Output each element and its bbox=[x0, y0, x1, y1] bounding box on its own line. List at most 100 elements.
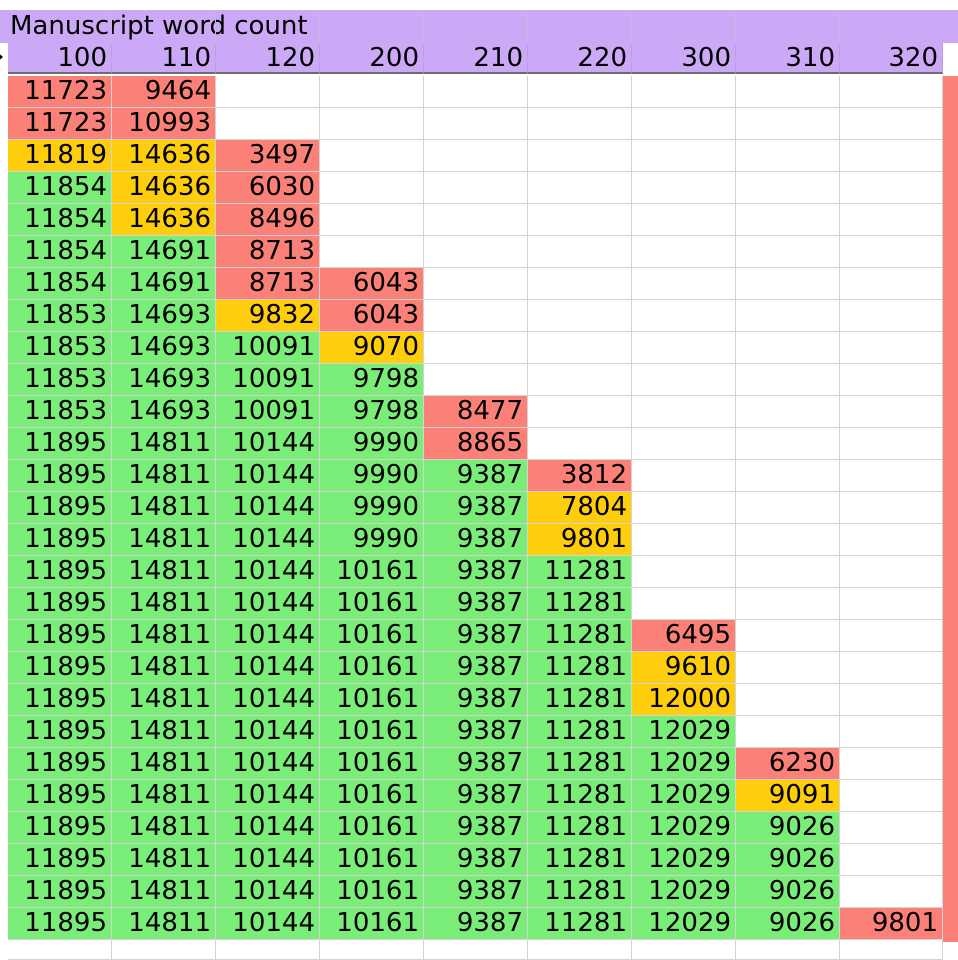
cell-value[interactable]: 14811 bbox=[112, 492, 216, 524]
cell-value[interactable]: 9387 bbox=[424, 588, 528, 620]
cell-value[interactable]: 10144 bbox=[216, 428, 320, 460]
cell-value[interactable]: 10161 bbox=[320, 620, 424, 652]
empty-cell[interactable] bbox=[736, 172, 840, 204]
cell-value[interactable]: 11895 bbox=[8, 908, 112, 940]
empty-cell[interactable] bbox=[632, 588, 736, 620]
empty-cell[interactable] bbox=[736, 460, 840, 492]
empty-cell[interactable] bbox=[840, 716, 943, 748]
empty-cell[interactable] bbox=[424, 76, 528, 108]
cell-value[interactable]: 11895 bbox=[8, 620, 112, 652]
empty-cell[interactable] bbox=[736, 396, 840, 428]
cell-value[interactable]: 10161 bbox=[320, 716, 424, 748]
empty-cell[interactable] bbox=[840, 780, 943, 812]
cell-value[interactable]: 11895 bbox=[8, 588, 112, 620]
empty-cell[interactable] bbox=[736, 620, 840, 652]
cell-value[interactable]: 10144 bbox=[216, 524, 320, 556]
cell-value[interactable]: 9990 bbox=[320, 460, 424, 492]
title-row[interactable] bbox=[0, 10, 958, 43]
empty-cell[interactable] bbox=[840, 108, 943, 140]
cell-value[interactable]: 10161 bbox=[320, 684, 424, 716]
cell-value[interactable]: 14693 bbox=[112, 332, 216, 364]
empty-cell[interactable] bbox=[840, 140, 943, 172]
column-header-120[interactable]: 120 bbox=[216, 43, 320, 74]
empty-cell[interactable] bbox=[528, 428, 632, 460]
cell-value[interactable]: 10161 bbox=[320, 844, 424, 876]
cell-value[interactable]: 11895 bbox=[8, 780, 112, 812]
cell-value[interactable]: 9026 bbox=[736, 812, 840, 844]
cell-value[interactable]: 14693 bbox=[112, 364, 216, 396]
empty-cell[interactable] bbox=[424, 108, 528, 140]
cell-value[interactable]: 10144 bbox=[216, 908, 320, 940]
cell-value[interactable]: 12029 bbox=[632, 812, 736, 844]
empty-cell[interactable] bbox=[424, 172, 528, 204]
empty-cell[interactable] bbox=[632, 492, 736, 524]
empty-cell[interactable] bbox=[840, 556, 943, 588]
empty-cell[interactable] bbox=[528, 140, 632, 172]
empty-cell[interactable] bbox=[840, 524, 943, 556]
empty-cell[interactable] bbox=[424, 940, 528, 960]
cell-value[interactable]: 14811 bbox=[112, 876, 216, 908]
empty-cell[interactable] bbox=[840, 428, 943, 460]
empty-cell[interactable] bbox=[736, 76, 840, 108]
empty-cell[interactable] bbox=[840, 492, 943, 524]
cell-value[interactable]: 10161 bbox=[320, 908, 424, 940]
cell-value[interactable]: 9610 bbox=[632, 652, 736, 684]
cell-value[interactable]: 9387 bbox=[424, 684, 528, 716]
cell-value[interactable]: 11281 bbox=[528, 716, 632, 748]
column-header-220[interactable]: 220 bbox=[528, 43, 632, 74]
cell-value[interactable]: 11281 bbox=[528, 780, 632, 812]
cell-value[interactable]: 12029 bbox=[632, 876, 736, 908]
empty-cell[interactable] bbox=[840, 204, 943, 236]
empty-cell[interactable] bbox=[736, 108, 840, 140]
cell-value[interactable]: 14636 bbox=[112, 204, 216, 236]
cell-value[interactable]: 11895 bbox=[8, 812, 112, 844]
cell-value[interactable]: 9387 bbox=[424, 876, 528, 908]
column-header-320[interactable]: 320 bbox=[840, 43, 943, 74]
empty-cell[interactable] bbox=[840, 268, 943, 300]
cell-value[interactable]: 9990 bbox=[320, 492, 424, 524]
cell-value[interactable]: 9990 bbox=[320, 428, 424, 460]
cell-value[interactable]: 10091 bbox=[216, 332, 320, 364]
empty-cell[interactable] bbox=[528, 940, 632, 960]
empty-cell[interactable] bbox=[632, 204, 736, 236]
cell-value[interactable]: 14811 bbox=[112, 556, 216, 588]
cell-value[interactable]: 11281 bbox=[528, 652, 632, 684]
cell-value[interactable]: 9798 bbox=[320, 396, 424, 428]
empty-cell[interactable] bbox=[736, 140, 840, 172]
cell-value[interactable]: 8496 bbox=[216, 204, 320, 236]
empty-cell[interactable] bbox=[424, 332, 528, 364]
cell-value[interactable]: 9990 bbox=[320, 524, 424, 556]
empty-cell[interactable] bbox=[424, 140, 528, 172]
empty-cell[interactable] bbox=[632, 76, 736, 108]
cell-value[interactable]: 9091 bbox=[736, 780, 840, 812]
cell-value[interactable]: 14811 bbox=[112, 652, 216, 684]
empty-cell[interactable] bbox=[840, 236, 943, 268]
empty-cell[interactable] bbox=[216, 108, 320, 140]
cell-value[interactable]: 11281 bbox=[528, 620, 632, 652]
empty-cell[interactable] bbox=[840, 652, 943, 684]
column-header-110[interactable]: 110 bbox=[112, 43, 216, 74]
empty-cell[interactable] bbox=[840, 684, 943, 716]
cell-value[interactable]: 14811 bbox=[112, 588, 216, 620]
cell-value[interactable]: 9832 bbox=[216, 300, 320, 332]
column-header-100[interactable]: 100 bbox=[8, 43, 112, 74]
cell-value[interactable]: 10144 bbox=[216, 812, 320, 844]
cell-value[interactable]: 9387 bbox=[424, 748, 528, 780]
empty-cell[interactable] bbox=[840, 396, 943, 428]
cell-value[interactable]: 14811 bbox=[112, 428, 216, 460]
cell-value[interactable]: 11854 bbox=[8, 268, 112, 300]
cell-value[interactable]: 11281 bbox=[528, 844, 632, 876]
cell-value[interactable]: 9464 bbox=[112, 76, 216, 108]
cell-value[interactable]: 14811 bbox=[112, 748, 216, 780]
empty-cell[interactable] bbox=[736, 716, 840, 748]
empty-cell[interactable] bbox=[320, 140, 424, 172]
cell-value[interactable]: 11281 bbox=[528, 684, 632, 716]
cell-value[interactable]: 9026 bbox=[736, 876, 840, 908]
cell-value[interactable]: 12000 bbox=[632, 684, 736, 716]
cell-value[interactable]: 10144 bbox=[216, 780, 320, 812]
cell-value[interactable]: 11895 bbox=[8, 556, 112, 588]
empty-cell[interactable] bbox=[216, 76, 320, 108]
empty-cell[interactable] bbox=[736, 940, 840, 960]
empty-cell[interactable] bbox=[632, 236, 736, 268]
empty-cell[interactable] bbox=[736, 268, 840, 300]
